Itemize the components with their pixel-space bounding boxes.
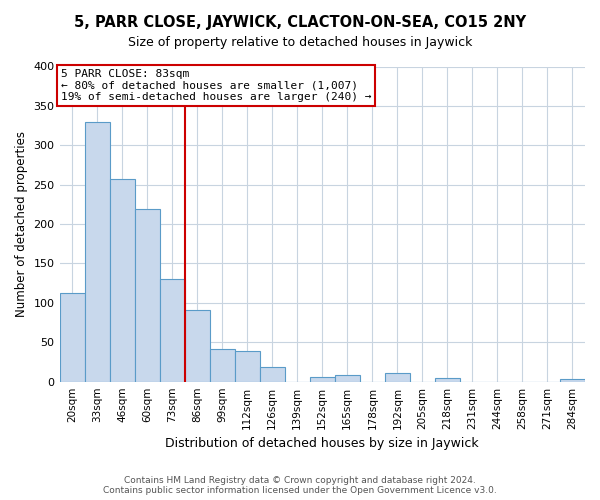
Bar — [435, 378, 460, 382]
Y-axis label: Number of detached properties: Number of detached properties — [15, 131, 28, 317]
Bar — [185, 310, 209, 382]
Text: 5 PARR CLOSE: 83sqm
← 80% of detached houses are smaller (1,007)
19% of semi-det: 5 PARR CLOSE: 83sqm ← 80% of detached ho… — [61, 69, 371, 102]
Bar — [260, 368, 285, 382]
Bar — [310, 377, 335, 382]
Text: Contains HM Land Registry data © Crown copyright and database right 2024.
Contai: Contains HM Land Registry data © Crown c… — [103, 476, 497, 495]
Bar — [110, 179, 134, 382]
Bar — [59, 292, 85, 382]
Text: 5, PARR CLOSE, JAYWICK, CLACTON-ON-SEA, CO15 2NY: 5, PARR CLOSE, JAYWICK, CLACTON-ON-SEA, … — [74, 15, 526, 30]
Bar — [209, 348, 235, 382]
Bar — [385, 373, 410, 382]
Text: Size of property relative to detached houses in Jaywick: Size of property relative to detached ho… — [128, 36, 472, 49]
Bar — [335, 374, 360, 382]
Bar — [235, 351, 260, 382]
Bar — [134, 209, 160, 382]
Bar — [160, 279, 185, 382]
Bar — [85, 122, 110, 382]
Bar — [560, 378, 585, 382]
X-axis label: Distribution of detached houses by size in Jaywick: Distribution of detached houses by size … — [166, 437, 479, 450]
